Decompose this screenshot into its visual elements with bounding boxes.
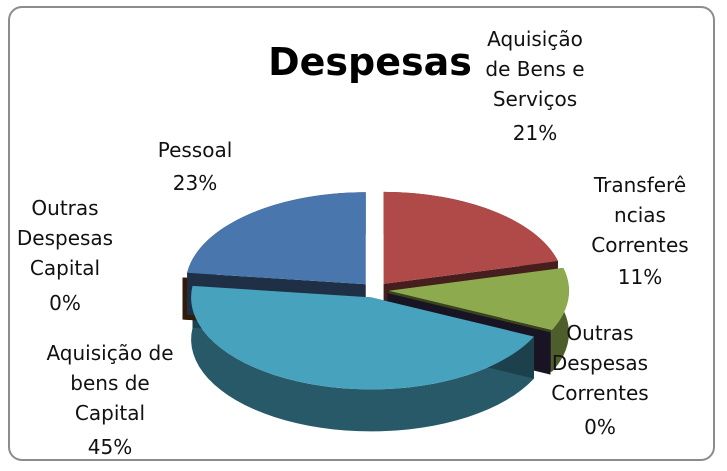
value-label: 45%: [87, 435, 133, 459]
slice: [191, 285, 534, 390]
chart-title: Despesas: [268, 40, 472, 84]
slice: [383, 191, 558, 284]
slice: [388, 267, 569, 330]
slice: [187, 192, 366, 285]
value-label: 0%: [584, 415, 616, 439]
category-label: Aquisição de bens de Capital: [46, 341, 174, 425]
slice-side: [191, 285, 534, 432]
category-label: Outras Despesas Capital: [16, 196, 114, 280]
value-label: 23%: [172, 171, 218, 195]
category-label: Aquisição de Bens e Serviços: [485, 27, 585, 111]
category-label: Outras Despesas Correntes: [551, 321, 649, 405]
value-label: 11%: [617, 265, 663, 289]
category-label: Transferências Correntes: [591, 173, 689, 257]
value-label: 21%: [512, 121, 558, 145]
value-label: 0%: [49, 291, 81, 315]
category-label: Pessoal: [157, 138, 233, 162]
